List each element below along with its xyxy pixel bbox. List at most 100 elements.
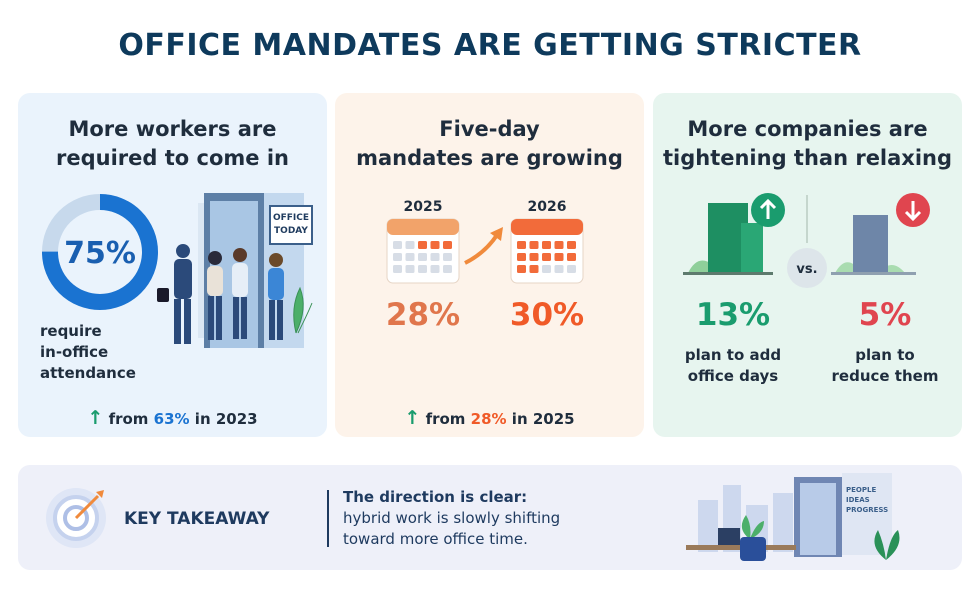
sign-text: TODAY [274,226,308,236]
sign-text: OFFICE [273,213,309,223]
calendar-cell [443,265,452,273]
calendar-cell [405,265,415,273]
calendar-cell [529,241,539,249]
calendar-cell [567,265,576,273]
caption-line: plan to [855,346,915,364]
plant [874,530,900,560]
sign-text: PROGRESS [846,506,888,514]
year-label: 2025 [404,199,443,215]
sign [269,205,313,245]
stat: 5% [858,297,912,333]
calendar-cell [405,253,415,261]
change-text: from [425,410,466,428]
heading-line: mandates are growing [356,146,623,170]
caption: plan to reduce them [810,345,960,387]
building-down [853,215,888,273]
calendar-cell [554,253,564,261]
card-graphics: 2025 2026 [386,199,584,284]
heading-line: More workers are [68,117,277,141]
up-icon [759,198,777,219]
sign-text: IDEAS [846,496,870,504]
ground [683,272,773,275]
card-companies: More companies are tightening than relax… [653,93,962,437]
caption: require in-office attendance [40,321,160,384]
calendar-cell [554,265,564,273]
vs-label: vs. [796,262,817,277]
calendar-cell [529,265,539,273]
caption-line: in-office [40,343,109,361]
change-text: from [108,410,149,428]
heading-line: More companies are [687,117,928,141]
card-five-day: Five-day mandates are growing 2025 2026 … [335,93,644,437]
calendar-cell [567,253,576,261]
calendar-cell [517,241,526,249]
calendar-cell [443,241,452,249]
takeaway-graphics: KEY TAKEAWAY The direction is clear: hyb… [46,473,900,561]
card-graphics: vs. [683,193,930,288]
dart [96,490,104,498]
calendar-cell [418,253,427,261]
calendar-header [387,219,459,235]
heading-line: required to come in [56,146,289,170]
calendar-cell [418,265,427,273]
caption: plan to add office days [658,345,808,387]
growth-arrowhead [490,227,503,241]
card-heading: Five-day mandates are growing [335,115,644,173]
change-note: ↑ from 63% in 2023 [18,407,327,429]
takeaway-headline: The direction is clear: [343,488,527,506]
down-icon [904,201,922,222]
stat: 13% [695,297,771,333]
calendar-cell [517,253,526,261]
calendar-cell [554,241,564,249]
caption-line: reduce them [831,367,939,385]
calendar-cell [542,265,551,273]
calendar-cell [542,241,551,249]
takeaway-body: toward more office time. [343,530,528,548]
calendar-cell [393,253,402,261]
ground [831,272,916,275]
calendar-cell [430,241,440,249]
calendar-cell [517,265,526,273]
calendar-cell [430,253,440,261]
change-value: 28% [470,410,507,428]
calendar-cell [393,265,402,273]
vs-badge [787,248,827,288]
card-workers: More workers are required to come in 75%… [18,93,327,437]
calendar-header [511,219,583,235]
change-value: 63% [153,410,190,428]
donut-arc [42,194,158,310]
growth-arrow [464,233,499,265]
caption-line: require [40,322,102,340]
calendar-cell [418,241,427,249]
calendar-cell [405,241,415,249]
laptop [718,528,740,545]
change-note: ↑ from 28% in 2025 [335,407,644,429]
calendar-cell [430,265,440,273]
calendar-cell [542,253,551,261]
plant [293,286,313,334]
calendar-cell [567,241,576,249]
calendar-cell [393,241,402,249]
plant [741,515,764,539]
heading-line: Five-day [439,117,540,141]
year-label: 2026 [528,199,567,215]
change-text: in 2025 [511,410,575,428]
card-graphics: 75% OFFICE TODAY [42,193,313,348]
caption-line: attendance [40,364,136,382]
calendar-cell [529,253,539,261]
card-heading: More companies are tightening than relax… [653,115,962,173]
people [157,244,284,344]
takeaway-body: hybrid work is slowly shifting [343,509,560,527]
sign-text: PEOPLE [846,486,876,494]
heading-line: tightening than relaxing [662,146,953,170]
takeaway-label: KEY TAKEAWAY [124,509,270,529]
caption-line: plan to add [684,346,782,364]
dart [74,494,100,520]
up-arrow: ↑ [404,407,421,429]
donut-label: 75% [64,236,136,271]
title: OFFICE MANDATES ARE GETTING STRICTER [118,28,862,63]
door-open [842,473,892,555]
door-glass [800,483,836,555]
